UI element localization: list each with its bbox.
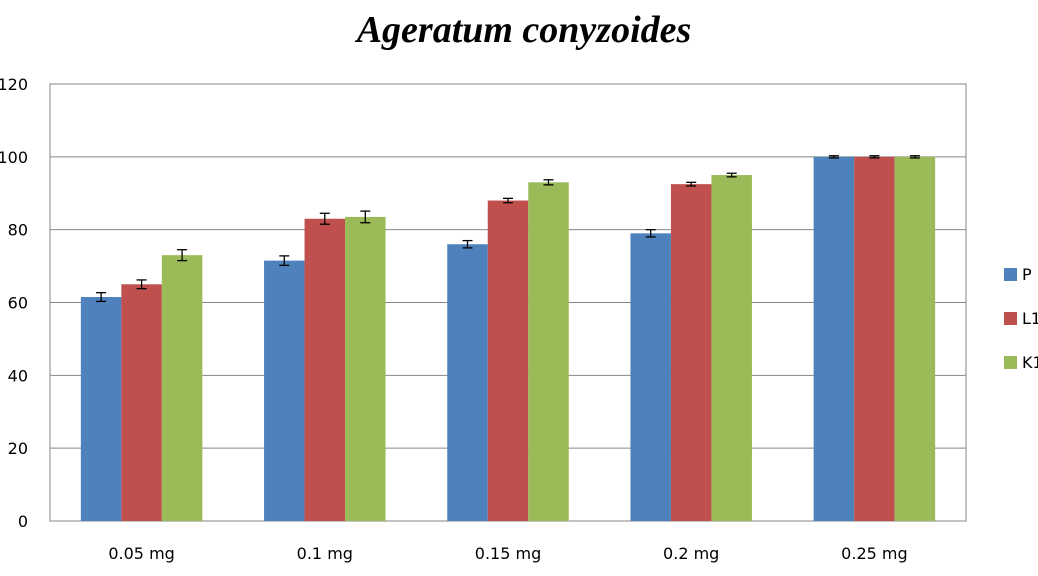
x-tick-label: 0.25 mg (841, 544, 907, 563)
x-tick-label: 0.05 mg (108, 544, 174, 563)
y-tick-label: 60 (8, 294, 28, 313)
bar (670, 184, 712, 522)
legend: P L1 K1 (1004, 265, 1038, 372)
y-tick-label: 20 (8, 439, 28, 458)
bar (894, 156, 936, 522)
legend-label: K1 (1022, 353, 1038, 372)
bar (487, 200, 529, 522)
bar (711, 175, 752, 521)
legend-label: P (1022, 265, 1032, 284)
x-tick-label: 0.15 mg (475, 544, 541, 563)
bar (528, 182, 569, 521)
error-bars (96, 155, 920, 303)
bar (813, 156, 855, 522)
legend-swatch (1004, 268, 1017, 281)
bar (264, 260, 305, 521)
bars (80, 156, 936, 522)
y-axis: 0 20 40 60 80 100 120 (0, 75, 28, 531)
y-tick-label: 120 (0, 75, 28, 94)
y-tick-label: 0 (18, 512, 28, 531)
bar (304, 218, 346, 521)
bar (80, 297, 122, 521)
x-axis: 0.05 mg 0.1 mg 0.15 mg 0.2 mg 0.25 mg (108, 544, 907, 563)
y-tick-label: 100 (0, 148, 28, 167)
bar (121, 284, 162, 521)
legend-label: L1 (1022, 309, 1038, 328)
bar (345, 216, 386, 521)
x-tick-label: 0.2 mg (663, 544, 719, 563)
bar (630, 233, 671, 521)
legend-swatch (1004, 356, 1017, 369)
bar (161, 255, 203, 522)
legend-swatch (1004, 312, 1017, 325)
chart-title: Ageratum conyzoides (355, 9, 692, 51)
x-tick-label: 0.1 mg (297, 544, 353, 563)
y-tick-label: 40 (8, 366, 28, 385)
y-tick-label: 80 (8, 221, 28, 240)
bar (447, 244, 488, 521)
bar (854, 156, 895, 522)
